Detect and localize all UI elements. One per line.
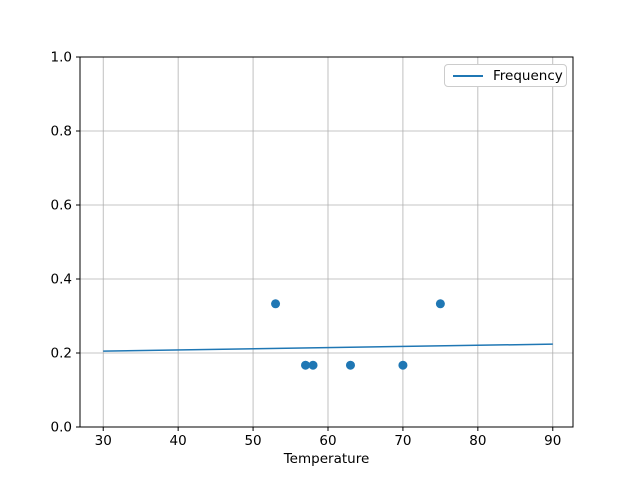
x-tick-label: 40 bbox=[170, 433, 187, 449]
x-tick-label: 80 bbox=[469, 433, 486, 449]
x-tick-label: 90 bbox=[544, 433, 561, 449]
x-tick-label: 70 bbox=[394, 433, 411, 449]
y-tick-label: 0.6 bbox=[51, 198, 72, 214]
y-tick-label: 0.8 bbox=[51, 124, 72, 140]
y-tick-label: 1.0 bbox=[51, 50, 72, 66]
data-point bbox=[398, 360, 408, 370]
y-tick-label: 0.2 bbox=[51, 346, 72, 362]
legend-label: Frequency bbox=[493, 67, 563, 84]
y-tick-label: 0.4 bbox=[51, 272, 72, 288]
data-point bbox=[301, 360, 311, 370]
x-tick-label: 50 bbox=[244, 433, 261, 449]
x-tick-label: 30 bbox=[95, 433, 112, 449]
frequency-line bbox=[103, 343, 553, 352]
legend-line-sample bbox=[453, 74, 483, 77]
plot-border bbox=[79, 56, 574, 428]
data-point bbox=[345, 360, 355, 370]
x-axis-label: Temperature bbox=[283, 451, 370, 467]
data-point bbox=[308, 360, 318, 370]
legend: Frequency bbox=[444, 64, 567, 87]
y-tick-label: 0.0 bbox=[51, 420, 72, 436]
data-point bbox=[435, 299, 445, 309]
x-tick-label: 60 bbox=[319, 433, 336, 449]
data-point bbox=[271, 299, 281, 309]
